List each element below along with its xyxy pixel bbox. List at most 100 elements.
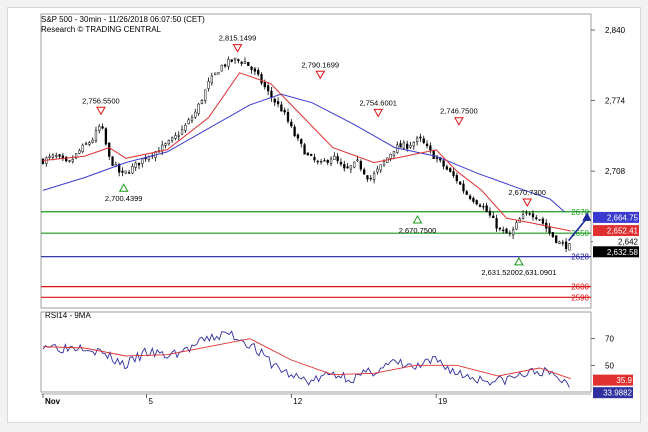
candle-body xyxy=(210,75,213,84)
candle-body xyxy=(568,243,571,251)
y-tick-label: 2,774 xyxy=(605,97,626,106)
candle-body xyxy=(247,61,250,66)
candle-body xyxy=(91,139,94,143)
value-tag-bg xyxy=(593,246,639,258)
candle-body xyxy=(84,143,88,145)
peak-label: 2,754.6001 xyxy=(359,98,397,107)
candle-body xyxy=(121,170,124,173)
candle-body xyxy=(230,59,233,62)
rsi-y-tick-label: 70 xyxy=(605,335,614,344)
candle-body xyxy=(462,183,465,192)
candle-body xyxy=(108,142,111,157)
candle-body xyxy=(435,157,439,159)
candle-body xyxy=(452,171,455,176)
candle-body xyxy=(233,58,237,61)
candle-body xyxy=(389,154,392,159)
candle-body xyxy=(472,197,475,202)
candle-body xyxy=(48,156,51,158)
candle-body xyxy=(303,144,306,155)
trough-label: 2,670.7500 xyxy=(399,226,437,235)
candle-body xyxy=(548,226,551,234)
candle-body xyxy=(402,142,406,149)
candle-body xyxy=(432,150,435,159)
candle-body xyxy=(94,130,98,141)
candle-body xyxy=(204,89,207,101)
candle-body xyxy=(68,160,71,162)
candle-body xyxy=(445,166,449,170)
rsi-value-tag-bg xyxy=(593,387,633,399)
chart-title: S&P 500 - 30min - 11/26/2018 06:07:50 (C… xyxy=(41,15,205,24)
candle-body xyxy=(214,72,217,75)
peak-label: 2,670.7300 xyxy=(508,188,546,197)
candle-body xyxy=(257,70,260,75)
candle-body xyxy=(131,166,134,174)
candle-body xyxy=(333,155,336,161)
candle-body xyxy=(78,150,81,154)
candle-body xyxy=(250,66,253,70)
candle-body xyxy=(111,156,114,166)
candle-body xyxy=(170,137,174,141)
candle-body xyxy=(237,59,240,62)
ma-slow-line xyxy=(42,93,565,213)
candle-body xyxy=(535,217,538,220)
candle-body xyxy=(286,111,290,122)
candle-body xyxy=(174,135,177,139)
candle-body xyxy=(190,117,194,122)
candle-body xyxy=(478,204,482,207)
forecast-arrow-head xyxy=(582,211,592,221)
candle-body xyxy=(422,138,425,144)
value-tag: 2,632.58 xyxy=(607,248,639,257)
candle-body xyxy=(200,99,204,104)
peak-label: 2,756.5500 xyxy=(82,96,120,105)
candle-body xyxy=(253,68,257,72)
candle-body xyxy=(419,136,422,139)
trough-marker xyxy=(514,256,524,266)
candle-body xyxy=(558,241,561,244)
candle-body xyxy=(359,161,362,170)
candle-body xyxy=(270,90,273,98)
rsi-ma-line xyxy=(42,338,571,380)
candle-body xyxy=(240,61,243,64)
candle-body xyxy=(538,219,541,221)
candle-body xyxy=(564,241,568,250)
value-tag-bg xyxy=(593,225,639,237)
candle-body xyxy=(101,126,104,129)
rsi-panel-border xyxy=(40,311,592,393)
candle-body xyxy=(339,161,343,165)
candle-body xyxy=(366,175,369,180)
level-label: 2590 xyxy=(571,293,589,302)
candle-body xyxy=(124,170,127,174)
candle-body xyxy=(306,152,310,156)
candle-body xyxy=(51,154,55,158)
candle-body xyxy=(399,143,402,148)
candle-body xyxy=(343,164,346,169)
peak-marker xyxy=(454,117,464,126)
candle-body xyxy=(223,64,227,67)
level-label: 2670 xyxy=(571,208,589,217)
candle-body xyxy=(382,161,386,166)
candle-body xyxy=(412,142,415,147)
candle-body xyxy=(127,172,131,174)
rsi-value-tag: 33.9882 xyxy=(603,389,632,398)
candle-body xyxy=(184,124,187,131)
value-tag: 2,642 xyxy=(618,238,639,247)
candle-body xyxy=(276,101,280,105)
peak-marker xyxy=(373,108,384,118)
candle-body xyxy=(207,81,210,89)
candle-body xyxy=(290,121,293,127)
x-tick-label: 12 xyxy=(293,397,302,406)
candle-body xyxy=(346,166,349,169)
trough-marker xyxy=(118,183,129,192)
candle-body xyxy=(74,153,78,159)
candle-body xyxy=(528,213,531,215)
chart-frame: S&P 500 - 30min - 11/26/2018 06:07:50 (C… xyxy=(7,7,641,423)
candle-body xyxy=(300,139,303,144)
candle-body xyxy=(502,229,505,232)
candle-body xyxy=(505,228,508,234)
candle-body xyxy=(326,159,329,163)
candle-body xyxy=(415,137,419,143)
candle-body xyxy=(81,144,84,153)
candle-body xyxy=(555,235,558,243)
y-tick-label: 2,840 xyxy=(605,26,626,35)
candle-body xyxy=(117,163,121,173)
